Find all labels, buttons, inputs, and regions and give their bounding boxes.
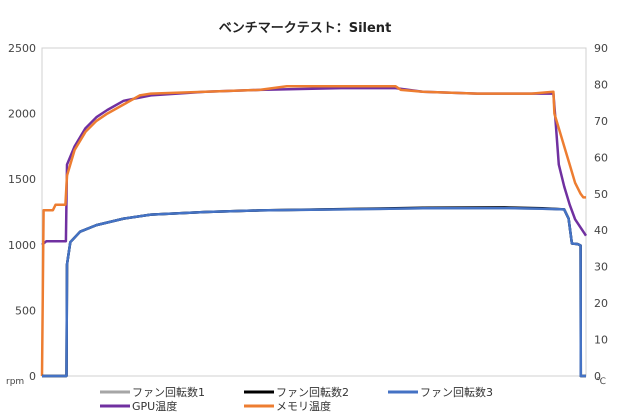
legend: ファン回転数1 ファン回転数2 ファン回転数3 GPU温度 メモリ温度: [100, 386, 493, 413]
plot-frame: [41, 47, 587, 377]
right-axis: 0 10 20 30 40 50 60 70 80 90: [594, 42, 608, 383]
left-axis: 0 500 1000 1500 2000 2500: [8, 42, 36, 383]
right-tick-label: 30: [594, 261, 608, 274]
left-tick-label: 500: [15, 304, 36, 317]
left-tick-label: 0: [29, 370, 36, 383]
legend-label-4: GPU温度: [132, 399, 177, 413]
right-tick-label: 10: [594, 334, 608, 347]
left-tick-label: 2500: [8, 42, 36, 55]
right-tick-label: 20: [594, 297, 608, 310]
chart-title: ベンチマークテスト：Silent: [219, 21, 392, 36]
right-axis-unit: ℃: [596, 377, 606, 387]
legend-label-1: ファン回転数1: [132, 386, 205, 399]
legend-label-2: ファン回転数2: [276, 386, 349, 399]
left-tick-label: 1000: [8, 239, 36, 252]
left-axis-unit: rpm: [6, 377, 24, 387]
series-line-2: [42, 206, 586, 378]
right-tick-label: 90: [594, 42, 608, 55]
right-tick-label: 70: [594, 115, 608, 128]
series-line-3: [42, 206, 586, 378]
series-line-5: [40, 85, 586, 377]
right-tick-label: 80: [594, 78, 608, 91]
right-tick-label: 0: [594, 370, 601, 383]
right-tick-label: 40: [594, 224, 608, 237]
series-line-1: [42, 206, 586, 378]
series-line-4: [41, 86, 588, 246]
legend-label-3: ファン回転数3: [420, 386, 493, 399]
right-tick-label: 50: [594, 188, 608, 201]
legend-label-5: メモリ温度: [276, 399, 331, 413]
left-tick-label: 2000: [8, 108, 36, 121]
right-tick-label: 60: [594, 151, 608, 164]
plot-area: [40, 47, 588, 378]
left-tick-label: 1500: [8, 173, 36, 186]
